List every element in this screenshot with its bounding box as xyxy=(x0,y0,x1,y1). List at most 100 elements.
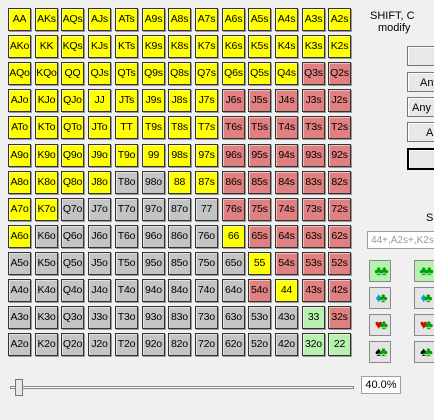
slider-track[interactable] xyxy=(10,386,354,389)
hand-cell-k8s[interactable]: K8s xyxy=(168,35,191,58)
hand-cell-a2o[interactable]: A2o xyxy=(8,333,31,356)
hand-cell-q5o[interactable]: Q5o xyxy=(61,252,84,275)
range-percent-field[interactable]: 40.0% xyxy=(361,376,401,394)
hand-cell-a6o[interactable]: A6o xyxy=(8,225,31,248)
hand-cell-63s[interactable]: 63s xyxy=(302,225,325,248)
hand-cell-a4o[interactable]: A4o xyxy=(8,279,31,302)
hand-cell-k6o[interactable]: K6o xyxy=(35,225,58,248)
hand-cell-k6s[interactable]: K6s xyxy=(222,35,245,58)
hand-cell-65o[interactable]: 65o xyxy=(222,252,245,275)
hand-cell-aqo[interactable]: AQo xyxy=(8,62,31,85)
hand-cell-82s[interactable]: 82s xyxy=(328,171,351,194)
hand-cell-43o[interactable]: 43o xyxy=(275,306,298,329)
suit-combo-tile-club-club[interactable]: ♣♣ xyxy=(414,260,434,282)
hand-cell-q4s[interactable]: Q4s xyxy=(275,62,298,85)
any-button[interactable]: Any xyxy=(407,72,434,92)
hand-cell-a9o[interactable]: A9o xyxy=(8,144,31,167)
hand-cell-74o[interactable]: 74o xyxy=(195,279,218,302)
slider-thumb[interactable] xyxy=(15,379,23,396)
hand-cell-97o[interactable]: 97o xyxy=(142,198,165,221)
hand-cell-q3s[interactable]: Q3s xyxy=(302,62,325,85)
hand-cell-j9s[interactable]: J9s xyxy=(142,89,165,112)
hand-cell-ajo[interactable]: AJo xyxy=(8,89,31,112)
hand-cell-44[interactable]: 44 xyxy=(275,279,298,302)
suit-combo-tile-diamond-club[interactable]: ♦♣ xyxy=(369,287,391,309)
hand-cell-42s[interactable]: 42s xyxy=(328,279,351,302)
hand-cell-q5s[interactable]: Q5s xyxy=(248,62,271,85)
hand-cell-a8s[interactable]: A8s xyxy=(168,8,191,31)
hand-cell-75s[interactable]: 75s xyxy=(248,198,271,221)
hand-cell-j2s[interactable]: J2s xyxy=(328,89,351,112)
hand-cell-96s[interactable]: 96s xyxy=(222,144,245,167)
hand-cell-k3s[interactable]: K3s xyxy=(302,35,325,58)
hand-cell-43s[interactable]: 43s xyxy=(302,279,325,302)
hand-cell-72s[interactable]: 72s xyxy=(328,198,351,221)
hand-cell-72o[interactable]: 72o xyxy=(195,333,218,356)
hand-cell-q8o[interactable]: Q8o xyxy=(61,171,84,194)
hand-cell-qto[interactable]: QTo xyxy=(61,116,84,139)
suit-combo-tile-heart-club[interactable]: ♥♣ xyxy=(414,314,434,336)
hand-cell-t9o[interactable]: T9o xyxy=(115,144,138,167)
hand-cell-k9s[interactable]: K9s xyxy=(142,35,165,58)
hand-cell-95o[interactable]: 95o xyxy=(142,252,165,275)
hand-cell-86o[interactable]: 86o xyxy=(168,225,191,248)
hand-cell-k2s[interactable]: K2s xyxy=(328,35,351,58)
hand-cell-k5o[interactable]: K5o xyxy=(35,252,58,275)
hand-cell-ajs[interactable]: AJs xyxy=(88,8,111,31)
hand-cell-j9o[interactable]: J9o xyxy=(88,144,111,167)
hand-cell-32o[interactable]: 32o xyxy=(302,333,325,356)
hand-cell-k4o[interactable]: K4o xyxy=(35,279,58,302)
hand-cell-j4o[interactable]: J4o xyxy=(88,279,111,302)
hand-cell-53o[interactable]: 53o xyxy=(248,306,271,329)
hand-cell-86s[interactable]: 86s xyxy=(222,171,245,194)
hand-cell-82o[interactable]: 82o xyxy=(168,333,191,356)
hand-cell-kk[interactable]: KK xyxy=(35,35,58,58)
hand-cell-63o[interactable]: 63o xyxy=(222,306,245,329)
hand-cell-k7s[interactable]: K7s xyxy=(195,35,218,58)
hand-cell-kqs[interactable]: KQs xyxy=(61,35,84,58)
hand-cell-54o[interactable]: 54o xyxy=(248,279,271,302)
hand-cell-83s[interactable]: 83s xyxy=(302,171,325,194)
hand-cell-j2o[interactable]: J2o xyxy=(88,333,111,356)
hand-cell-jj[interactable]: JJ xyxy=(88,89,111,112)
hand-cell-k7o[interactable]: K7o xyxy=(35,198,58,221)
hand-cell-j3o[interactable]: J3o xyxy=(88,306,111,329)
hand-cell-83o[interactable]: 83o xyxy=(168,306,191,329)
hand-cell-65s[interactable]: 65s xyxy=(248,225,271,248)
hand-cell-j8s[interactable]: J8s xyxy=(168,89,191,112)
hand-cell-85s[interactable]: 85s xyxy=(248,171,271,194)
hand-cell-ats[interactable]: ATs xyxy=(115,8,138,31)
hand-cell-76o[interactable]: 76o xyxy=(195,225,218,248)
hand-cell-t3s[interactable]: T3s xyxy=(302,116,325,139)
any-other-button[interactable]: An xyxy=(407,122,434,142)
hand-cell-t8s[interactable]: T8s xyxy=(168,116,191,139)
suit-combo-tile-heart-club[interactable]: ♥♣ xyxy=(369,314,391,336)
hand-cell-q7s[interactable]: Q7s xyxy=(195,62,218,85)
hand-cell-kjs[interactable]: KJs xyxy=(88,35,111,58)
hand-cell-t2s[interactable]: T2s xyxy=(328,116,351,139)
hand-cell-t6o[interactable]: T6o xyxy=(115,225,138,248)
hand-cell-74s[interactable]: 74s xyxy=(275,198,298,221)
hand-cell-93s[interactable]: 93s xyxy=(302,144,325,167)
hand-cell-t6s[interactable]: T6s xyxy=(222,116,245,139)
hand-cell-qjo[interactable]: QJo xyxy=(61,89,84,112)
hand-cell-t4o[interactable]: T4o xyxy=(115,279,138,302)
hand-cell-87o[interactable]: 87o xyxy=(168,198,191,221)
hand-cell-32s[interactable]: 32s xyxy=(328,306,351,329)
suit-combo-tile-spade-club[interactable]: ♠♣ xyxy=(369,341,391,363)
hand-cell-52s[interactable]: 52s xyxy=(328,252,351,275)
hand-cell-jts[interactable]: JTs xyxy=(115,89,138,112)
hand-cell-42o[interactable]: 42o xyxy=(275,333,298,356)
hand-cell-52o[interactable]: 52o xyxy=(248,333,271,356)
hand-cell-22[interactable]: 22 xyxy=(328,333,351,356)
range-text-input[interactable]: 44+,A2s+,K2s xyxy=(367,231,434,249)
hand-cell-t7s[interactable]: T7s xyxy=(195,116,218,139)
suit-combo-tile-club-club[interactable]: ♣♣ xyxy=(369,260,391,282)
hand-cell-a7s[interactable]: A7s xyxy=(195,8,218,31)
hand-cell-94s[interactable]: 94s xyxy=(275,144,298,167)
hand-cell-kqo[interactable]: KQo xyxy=(35,62,58,85)
hand-cell-a9s[interactable]: A9s xyxy=(142,8,165,31)
hand-cell-93o[interactable]: 93o xyxy=(142,306,165,329)
hand-cell-t3o[interactable]: T3o xyxy=(115,306,138,329)
hand-cell-aa[interactable]: AA xyxy=(8,8,31,31)
